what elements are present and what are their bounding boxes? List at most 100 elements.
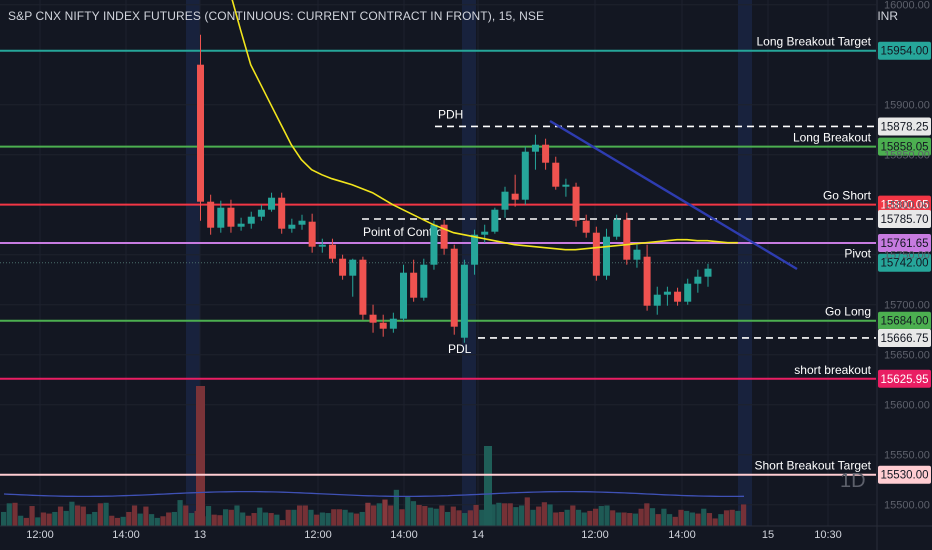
x-tick-label: 12:00 [581,529,609,541]
candle-body [237,223,245,227]
volume-bar [160,516,166,526]
volume-bar [575,509,582,526]
price-tag-label: 15878.25 [881,121,929,133]
volume-bar [661,508,667,526]
volume-bar [262,512,269,526]
volume-bar [188,513,195,526]
level-label: Pivot [844,247,871,261]
volume-bar [695,513,701,526]
volume-bar [729,509,735,526]
volume-bar [257,507,263,526]
candle-body [491,209,499,232]
price-tag-label: 15858.05 [881,142,929,154]
candle-body [359,259,367,315]
candle-body [349,259,357,276]
candle-body [369,314,377,323]
volume-bar [1,511,7,526]
y-tick-label: 15550.00 [884,450,930,462]
level-label: Go Short [823,189,872,203]
volume-bar [541,502,547,526]
volume-bar [445,511,451,526]
price-tag [878,234,931,253]
y-tick-label: 15500.00 [884,500,930,512]
volume-bar [80,506,86,526]
volume-bar [689,512,695,526]
price-tag-label: 15625.95 [881,374,929,386]
volume-bar [501,503,508,526]
volume-bar [644,503,650,526]
point-of-control-label: Point of Control [363,225,446,239]
volume-bar [581,512,587,526]
volume-bar [496,502,502,526]
candle-body [217,207,225,228]
volume-bar [399,509,405,526]
volume-bar [240,512,246,526]
volume-bar [467,510,473,526]
volume-bar [69,501,75,526]
candle-body [592,232,600,276]
y-tick-label: 15850.00 [884,150,930,162]
volume-bar [245,515,251,526]
volume-bar [587,510,593,526]
candle-body [420,264,428,298]
candle-body [531,144,539,152]
level-label: PDH [438,107,463,121]
volume-bar [393,489,399,526]
volume-bar [46,513,52,526]
volume-bar [701,508,707,526]
volume-bar [672,516,678,526]
volume-bar [638,508,644,526]
volume-bar [450,506,456,526]
volume-bar [627,513,633,526]
volume-bar [473,504,479,526]
candle-body [542,144,550,163]
volume-bar [137,513,143,526]
volume-bar [604,505,610,526]
price-tag [878,328,931,347]
candle-body [278,197,286,229]
resolution-label[interactable]: 1D [840,470,866,492]
volume-bar [649,508,656,526]
candle-body [704,268,712,277]
candle-body [400,272,407,319]
volume-bar [353,513,360,526]
x-tick-label: 14 [472,529,484,541]
candle-body [257,209,265,217]
level-label: PDL [448,342,472,356]
volume-bar [410,501,417,526]
volume-bar [735,510,741,526]
volume-bar [171,511,177,526]
candle-body [298,220,306,225]
volume-bar [490,504,496,526]
volume-bar [223,509,229,526]
price-tag-label: 15785.70 [881,214,929,226]
volume-bar [35,517,41,526]
candle-body [339,258,347,276]
candle-body [207,201,215,228]
candle-body [308,221,316,247]
volume-bar [598,506,604,526]
session-highlight [738,0,752,526]
y-tick-label: 15700.00 [884,300,930,312]
candle-body [643,256,651,306]
candle-body [328,244,336,259]
y-tick-label: 16000.00 [884,0,930,12]
candle-body [318,244,326,247]
volume-bar [513,507,519,526]
candle-body [471,234,479,265]
volume-bar [75,505,81,526]
volume-bar [120,516,126,526]
candle-body [562,184,570,187]
volume-bar [166,512,172,526]
x-tick-label: 12:00 [304,529,332,541]
candle-body [227,207,235,227]
x-tick-label: 13 [194,529,206,541]
volume-bar [57,506,64,526]
volume-bar [422,506,428,526]
candle-body [247,216,255,224]
price-tag-label: 15684.00 [881,316,929,328]
x-tick-label: 12:00 [26,529,54,541]
volume-bar [359,511,365,526]
moving-average-line [231,0,738,251]
